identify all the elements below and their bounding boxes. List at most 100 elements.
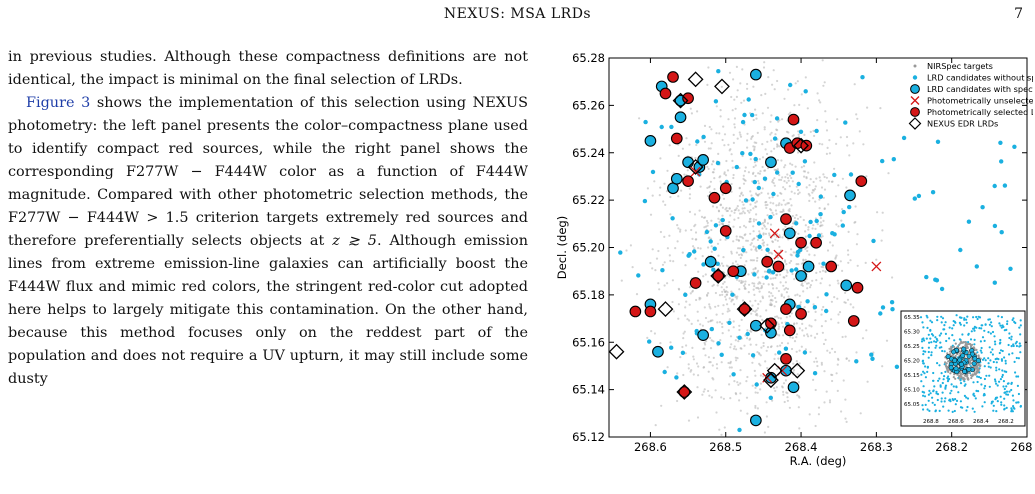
inset-candidate-point <box>998 322 1001 325</box>
nirspec-target-point <box>710 128 713 131</box>
nirspec-target-point <box>808 184 811 187</box>
inset-candidate-point <box>1019 324 1022 327</box>
nirspec-target-point <box>816 332 819 335</box>
nirspec-target-point <box>813 336 817 339</box>
nirspec-target-point <box>820 277 823 280</box>
lrd-candidate-without-spectra-point <box>770 270 776 275</box>
legend-marker-selected <box>910 107 920 117</box>
nirspec-target-point <box>823 370 826 373</box>
inset-candidate-point <box>933 340 936 343</box>
lrd-candidate-with-spectra-point <box>783 227 796 240</box>
nirspec-target-point <box>710 219 713 222</box>
nirspec-target-point <box>840 219 843 222</box>
inset-candidate-point <box>1011 318 1014 322</box>
inset-nirspec-point <box>964 343 967 346</box>
nirspec-target-point <box>685 137 688 140</box>
lrd-candidate-without-spectra-point <box>743 198 749 203</box>
lrd-candidate-without-spectra-point <box>768 214 773 220</box>
nirspec-target-point <box>804 348 807 351</box>
nirspec-target-point <box>766 346 770 349</box>
nirspec-target-point <box>734 260 738 263</box>
inset-candidate-point <box>983 401 986 404</box>
nirspec-target-point <box>788 261 791 264</box>
nirspec-target-point <box>737 383 740 386</box>
nirspec-target-point <box>701 324 704 327</box>
nirspec-target-point <box>795 185 798 188</box>
nirspec-target-point <box>795 333 799 336</box>
inset-candidate-point <box>982 394 985 397</box>
nirspec-target-point <box>760 328 763 331</box>
nirspec-target-point <box>737 209 740 212</box>
photometrically-selected-lrd-point <box>761 255 774 268</box>
nirspec-target-point <box>806 246 809 249</box>
nirspec-target-point <box>881 229 884 232</box>
nirspec-target-point <box>676 399 679 403</box>
nirspec-target-point <box>688 286 692 289</box>
nirspec-target-point <box>880 239 883 242</box>
nirspec-target-point <box>807 192 810 196</box>
inset-candidate-point <box>1005 370 1008 373</box>
nirspec-target-point <box>719 180 722 183</box>
nirspec-target-point <box>703 306 706 309</box>
nirspec-target-point <box>739 133 742 136</box>
nirspec-target-point <box>818 262 821 265</box>
nirspec-target-point <box>825 390 828 393</box>
nirspec-target-point <box>789 111 792 114</box>
nirspec-target-point <box>697 270 700 273</box>
lrd-candidate-with-spectra-point <box>840 279 853 292</box>
nirspec-target-point <box>746 209 749 212</box>
nirspec-target-point <box>759 382 763 385</box>
inset-candidate-point <box>948 377 951 381</box>
nirspec-target-point <box>770 345 773 348</box>
inset-candidate-point <box>971 407 974 410</box>
nirspec-target-point <box>717 304 720 307</box>
nirspec-target-point <box>709 307 712 310</box>
nirspec-target-point <box>768 295 771 298</box>
inset-nirspec-point <box>960 376 963 379</box>
nirspec-target-point <box>761 165 764 169</box>
nirspec-target-point <box>668 234 671 237</box>
nirspec-target-point <box>752 118 755 122</box>
nirspec-target-point <box>750 136 753 139</box>
nirspec-target-point <box>732 225 735 228</box>
nirspec-target-point <box>828 139 831 142</box>
inset-candidate-point <box>921 360 924 363</box>
nirspec-target-point <box>746 329 749 332</box>
nirspec-target-point <box>802 218 805 222</box>
nirspec-target-point <box>824 320 827 323</box>
running-head: NEXUS: MSA LRDs 7 <box>0 6 1035 26</box>
photometrically-selected-lrd-point <box>855 175 868 188</box>
nirspec-target-point <box>763 169 766 172</box>
lrd-candidate-without-spectra-point <box>742 112 747 118</box>
nirspec-target-point <box>691 290 694 293</box>
nirspec-target-point <box>714 305 717 308</box>
paragraph-2-text-b: . Although emission lines from extreme e… <box>8 233 528 387</box>
nirspec-target-point <box>726 209 729 212</box>
inset-candidate-point <box>945 339 948 343</box>
nirspec-target-point <box>835 223 838 226</box>
inset-candidate-point <box>932 379 935 382</box>
inset-nirspec-point <box>967 378 970 381</box>
nirspec-target-point <box>722 282 725 285</box>
nirspec-target-point <box>666 366 669 369</box>
nirspec-target-point <box>767 283 770 286</box>
lrd-candidate-with-spectra-point <box>765 156 777 169</box>
nirspec-target-point <box>746 139 749 142</box>
figure-reference-link[interactable]: Figure 3 <box>26 95 91 111</box>
nirspec-target-point <box>770 114 773 117</box>
inset-plot: 65.3565.3065.2565.2065.1565.1065.05268.8… <box>904 314 1022 425</box>
nirspec-target-point <box>764 360 767 363</box>
nirspec-target-point <box>726 303 729 306</box>
nirspec-target-point <box>715 313 718 316</box>
nirspec-target-point <box>718 132 721 135</box>
nirspec-target-point <box>785 287 788 290</box>
inset-nirspec-point <box>964 365 967 368</box>
inset-candidate-point <box>951 327 954 330</box>
nirspec-target-point <box>738 324 741 327</box>
nirspec-target-point <box>682 337 685 340</box>
nirspec-target-point <box>745 380 748 383</box>
inset-candidate-point <box>928 409 931 412</box>
nirspec-target-point <box>739 256 742 259</box>
nirspec-target-point <box>821 235 824 238</box>
